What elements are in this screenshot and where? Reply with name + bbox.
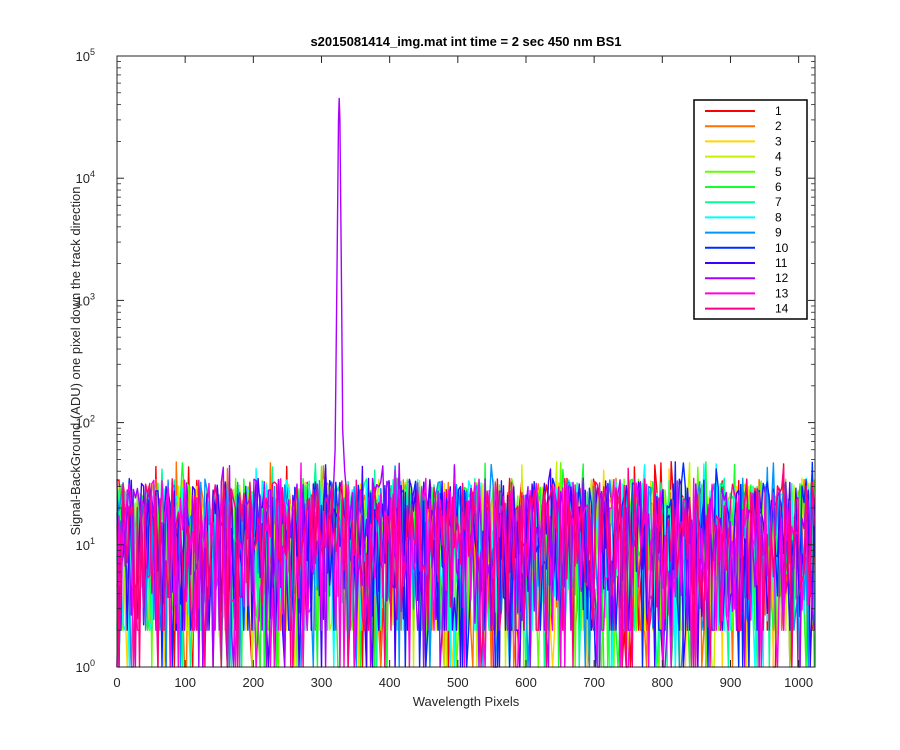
legend-item-11[interactable]: 11 (705, 256, 788, 270)
y-axis-title: Signal-BackGround (ADU) one pixel down t… (68, 186, 83, 535)
legend-item-9[interactable]: 9 (705, 226, 782, 240)
legend-label: 11 (775, 256, 788, 270)
x-tick-label: 0 (113, 675, 120, 690)
axes-box (116, 55, 816, 668)
series-line-11 (116, 465, 815, 668)
legend-item-5[interactable]: 5 (705, 165, 782, 179)
legend-label: 2 (775, 119, 782, 133)
y-tick-label: 105 (76, 47, 95, 64)
legend-item-12[interactable]: 12 (705, 271, 789, 285)
x-tick-label: 500 (447, 675, 469, 690)
x-tick-label: 200 (242, 675, 264, 690)
legend-item-10[interactable]: 10 (705, 241, 789, 255)
x-tick-label: 800 (651, 675, 673, 690)
ticks-layer (116, 55, 815, 668)
x-tick-label: 1000 (784, 675, 813, 690)
legend-label: 12 (775, 271, 789, 285)
y-tick-label: 103 (76, 291, 95, 308)
legend-item-6[interactable]: 6 (705, 180, 782, 194)
y-tick-label: 104 (76, 169, 95, 186)
x-tick-label: 600 (515, 675, 537, 690)
legend-label: 5 (775, 165, 782, 179)
y-tick-label: 101 (76, 536, 95, 553)
y-tick-labels: 100 101 102 103 104 105 (76, 47, 95, 675)
legend-label: 8 (775, 210, 782, 224)
legend-item-4[interactable]: 4 (705, 150, 782, 164)
series-layer (116, 97, 815, 668)
legend-item-8[interactable]: 8 (705, 210, 782, 224)
legend-item-13[interactable]: 13 (705, 286, 789, 300)
legend-label: 10 (775, 241, 789, 255)
legend-item-1[interactable]: 1 (705, 104, 782, 118)
legend-label: 14 (775, 302, 789, 316)
legend-item-14[interactable]: 14 (705, 302, 789, 316)
x-tick-label: 100 (174, 675, 196, 690)
x-tick-label: 700 (583, 675, 605, 690)
x-tick-label: 900 (720, 675, 742, 690)
x-tick-labels: 0 100 200 300 400 500 600 700 800 900 1000 (113, 675, 813, 690)
legend-box (693, 99, 808, 320)
legend-label: 6 (775, 180, 782, 194)
chart-title: s2015081414_img.mat int time = 2 sec 450… (310, 34, 621, 49)
legend-item-3[interactable]: 3 (705, 134, 782, 148)
y-tick-label: 102 (76, 414, 95, 431)
x-tick-label: 300 (311, 675, 333, 690)
legend-label: 3 (775, 134, 782, 148)
legend-item-2[interactable]: 2 (705, 119, 782, 133)
x-axis-title: Wavelength Pixels (413, 694, 520, 709)
legend-item-7[interactable]: 7 (705, 195, 782, 209)
legend-label: 9 (775, 226, 782, 240)
legend-label: 1 (775, 104, 782, 118)
legend-label: 7 (775, 195, 782, 209)
legend-label: 13 (775, 286, 789, 300)
x-tick-label: 400 (379, 675, 401, 690)
series-line-14 (116, 466, 815, 668)
y-tick-label: 100 (76, 658, 95, 675)
legend-label: 4 (775, 150, 782, 164)
